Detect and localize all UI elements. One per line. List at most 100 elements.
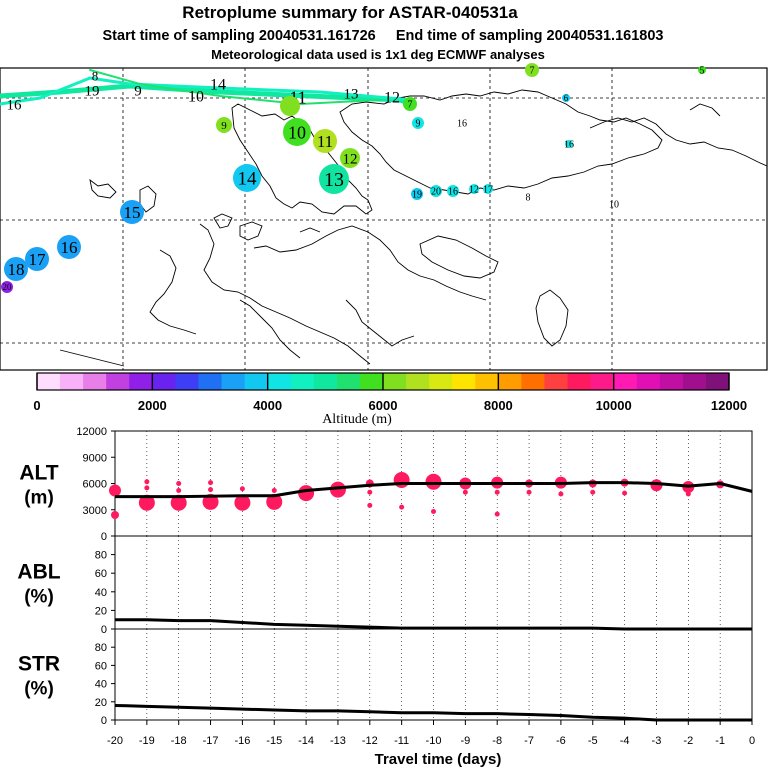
map-point: 17 bbox=[483, 184, 493, 196]
altitude-cluster-point bbox=[367, 502, 373, 508]
colorbar-swatch bbox=[313, 373, 338, 390]
colorbar-swatch bbox=[406, 373, 430, 390]
x-tick-label: -8 bbox=[492, 735, 502, 747]
map-point-label: 8 bbox=[92, 69, 99, 84]
altitude-cluster-point bbox=[367, 489, 373, 495]
map-point: 16 bbox=[7, 97, 23, 113]
y-tick-label: 40 bbox=[95, 679, 107, 691]
map-point-marker bbox=[447, 185, 459, 197]
map-point: 9 bbox=[412, 117, 424, 130]
y-tick-label: 60 bbox=[95, 660, 107, 672]
colorbar-swatch bbox=[290, 373, 315, 390]
map-point: 5 bbox=[698, 66, 706, 77]
x-tick-label: -9 bbox=[460, 735, 470, 747]
map-point: 12 bbox=[469, 184, 479, 196]
colorbar-swatch bbox=[498, 373, 522, 390]
map-point-marker bbox=[57, 235, 81, 259]
x-tick-label: -5 bbox=[588, 735, 598, 747]
map-point-marker bbox=[233, 164, 261, 192]
colorbar-swatch bbox=[267, 373, 292, 390]
colorbar-tick-label: 10000 bbox=[596, 398, 632, 413]
map-point-label: 6 bbox=[564, 93, 569, 103]
x-tick-label: -12 bbox=[362, 735, 378, 747]
altitude-cluster-point bbox=[393, 472, 410, 488]
map-point: 10 bbox=[188, 89, 204, 106]
colorbar-swatch bbox=[244, 373, 269, 390]
colorbar-swatch bbox=[659, 373, 684, 390]
map-point: 7 bbox=[403, 97, 417, 111]
map-point: 11 bbox=[313, 129, 337, 153]
colorbar-swatch bbox=[60, 373, 84, 390]
map-point: 7 bbox=[525, 63, 539, 77]
map-point-label: 16 bbox=[61, 238, 78, 257]
y-tick-label: 3000 bbox=[83, 505, 107, 517]
colorbar-swatch bbox=[544, 373, 569, 390]
colorbar-tick-label: 0 bbox=[33, 398, 40, 413]
map-point: 16 bbox=[57, 235, 81, 259]
y-tick-label: 60 bbox=[95, 568, 107, 580]
x-tick-label: -6 bbox=[556, 735, 566, 747]
x-tick-label: -16 bbox=[234, 735, 250, 747]
colorbar-tick-label: 4000 bbox=[253, 398, 282, 413]
map-point: 8 bbox=[92, 69, 99, 84]
map-point: 19 bbox=[411, 188, 423, 201]
y-tick-label: 80 bbox=[95, 550, 107, 562]
altitude-cluster-point bbox=[494, 511, 500, 517]
panel-title: STR bbox=[18, 653, 60, 676]
colorbar-swatch bbox=[705, 373, 730, 390]
map-point-label: 18 bbox=[8, 260, 25, 279]
map-point-label: 16 bbox=[457, 119, 467, 130]
map-point-marker bbox=[562, 94, 570, 102]
altitude-cluster-point bbox=[202, 493, 219, 510]
colorbar-swatch bbox=[613, 373, 638, 390]
map-point-label: 9 bbox=[134, 83, 142, 99]
map-frame bbox=[0, 67, 768, 371]
map-point-label: 12 bbox=[469, 185, 479, 196]
x-tick-label: -20 bbox=[107, 735, 123, 747]
altitude-cluster-point bbox=[176, 481, 182, 486]
map-point-label: 10 bbox=[609, 200, 619, 211]
map-point-marker bbox=[319, 164, 349, 194]
y-tick-label: 9000 bbox=[83, 452, 107, 464]
altitude-cluster-point bbox=[494, 489, 500, 495]
y-tick-label: 6000 bbox=[83, 479, 107, 491]
x-tick-label: -1 bbox=[715, 735, 725, 747]
colorbar-tick-label: 12000 bbox=[711, 398, 747, 413]
map-point-label: 7 bbox=[408, 100, 413, 111]
map-point: 17 bbox=[25, 247, 49, 271]
map-point: 18 bbox=[4, 257, 28, 281]
colorbar-swatch bbox=[636, 373, 661, 390]
map-point-marker bbox=[483, 184, 493, 194]
altitude-cluster-point bbox=[144, 479, 150, 485]
altitude-cluster-point bbox=[425, 473, 442, 490]
colorbar-label: Altitude (m) bbox=[322, 412, 392, 427]
map-point: 9 bbox=[134, 83, 142, 99]
altitude-cluster-point bbox=[176, 488, 182, 493]
map-point-marker bbox=[565, 140, 573, 148]
colorbar-swatch bbox=[198, 373, 223, 390]
map-point-marker bbox=[4, 257, 28, 281]
map-point-label: 10 bbox=[288, 122, 306, 142]
map-point-marker bbox=[698, 66, 706, 74]
map-point-label: 17 bbox=[29, 250, 47, 269]
altitude-cluster-point bbox=[298, 485, 315, 502]
x-tick-label: -4 bbox=[620, 735, 630, 747]
panel-unit: (%) bbox=[24, 679, 54, 700]
map-point: 20 bbox=[430, 185, 442, 198]
y-tick-label: 80 bbox=[95, 642, 107, 654]
altitude-colorbar: 0 2000 4000 6000 8000 10000 12000 Altitude (m) bbox=[33, 372, 747, 427]
map-point: 10 bbox=[283, 118, 311, 146]
map-point-label: 7 bbox=[530, 66, 535, 77]
altitude-cluster-point bbox=[685, 491, 691, 497]
colorbar-swatch bbox=[106, 373, 130, 390]
x-tick-label: -7 bbox=[524, 735, 534, 747]
map-point: 6 bbox=[562, 93, 570, 103]
colorbar-swatch bbox=[521, 373, 545, 390]
panel-frame bbox=[114, 535, 753, 630]
map-point-label: 12 bbox=[343, 151, 358, 167]
map-point-marker bbox=[313, 129, 337, 153]
